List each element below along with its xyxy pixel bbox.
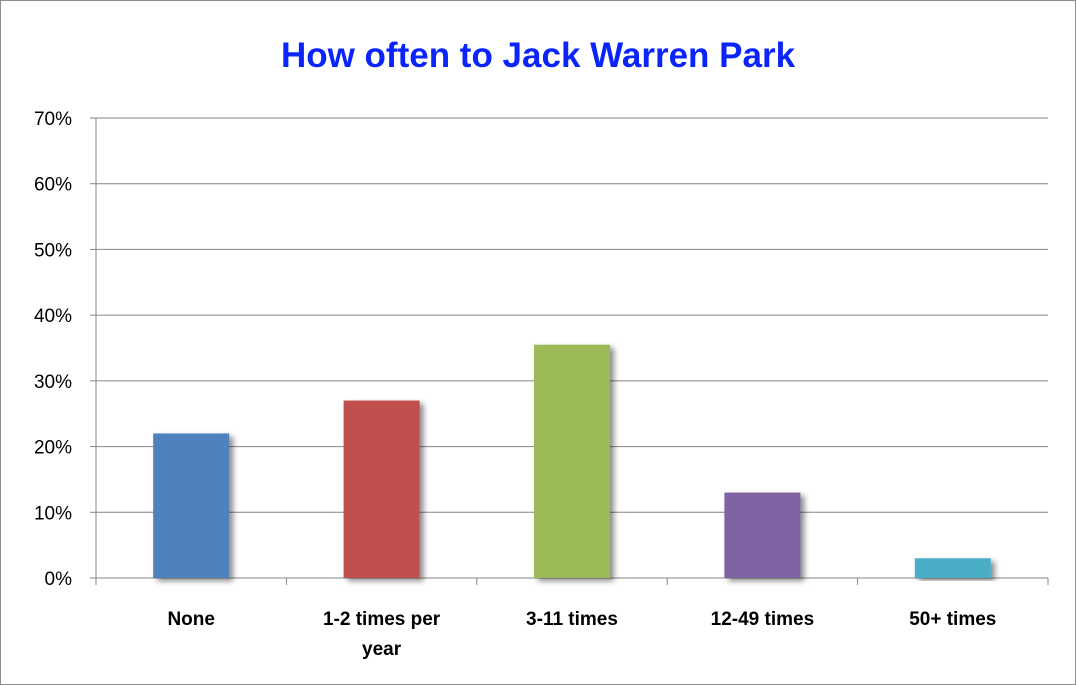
bar-4 <box>914 558 991 578</box>
x-category-label: 50+ times <box>909 609 996 630</box>
bar-0 <box>153 433 230 578</box>
y-tick-label: 50% <box>34 240 72 261</box>
x-category-labels: None 1-2 times per year 3-11 times 12-49 tim… <box>167 609 996 660</box>
x-category-label: 3-11 times <box>526 609 618 630</box>
y-tick-label: 10% <box>34 503 72 524</box>
x-category-label: None <box>167 609 215 630</box>
y-tick-label: 40% <box>34 306 72 327</box>
x-category-label: 12-49 times <box>711 609 815 630</box>
y-tick-label: 30% <box>34 372 72 393</box>
bar-2 <box>534 344 610 578</box>
y-tick-labels: 0% 10% 20% 30% 40% 50% 60% 70% <box>34 109 72 590</box>
chart-title: How often to Jack Warren Park <box>280 36 796 75</box>
bar-3 <box>724 492 801 578</box>
x-category-label: 1-2 times per year <box>323 609 441 660</box>
y-tick-label: 70% <box>34 109 72 130</box>
y-tick-label: 20% <box>34 438 72 459</box>
y-tick-label: 0% <box>45 569 73 590</box>
bars <box>153 344 991 578</box>
bar-1 <box>343 400 420 578</box>
y-tick-label: 60% <box>34 175 72 196</box>
